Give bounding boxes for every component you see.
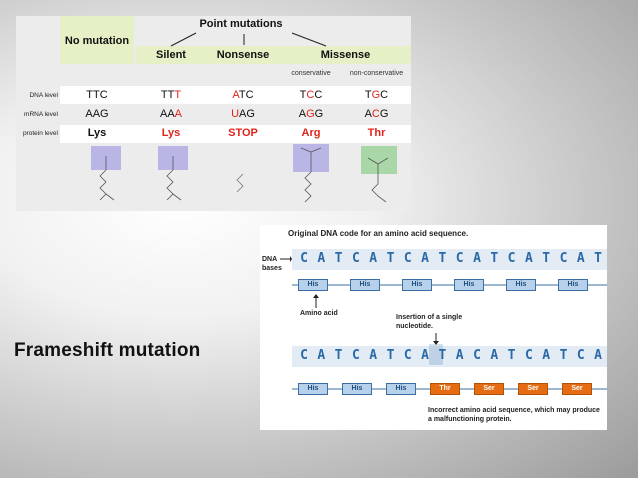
original-dna-base: C bbox=[559, 251, 568, 266]
mutant-dna-base: C bbox=[473, 348, 481, 363]
original-dna-base: A bbox=[576, 251, 585, 266]
original-dna-base: A bbox=[369, 251, 378, 266]
header-connector-lines bbox=[170, 32, 327, 47]
original-dna-base: T bbox=[490, 251, 499, 266]
header-nonsense: Nonsense bbox=[216, 49, 270, 61]
mutant-dna-base: T bbox=[438, 348, 447, 363]
protein-conservative: Arg bbox=[301, 127, 321, 139]
original-dna-base: C bbox=[403, 251, 412, 266]
original-dna-base: A bbox=[473, 251, 481, 266]
original-dna-base: C bbox=[300, 251, 308, 266]
original-dna-base: C bbox=[455, 251, 464, 266]
header-no-mutation: No mutation bbox=[64, 35, 130, 47]
mutant-dna-base: T bbox=[334, 348, 343, 363]
original-dna-base: A bbox=[421, 251, 429, 266]
original-amino-acid: His bbox=[506, 279, 536, 291]
protein-non-conservative: Thr bbox=[367, 127, 386, 139]
mutant-amino-acid: Ser bbox=[474, 383, 504, 395]
dna-silent: TTT bbox=[160, 89, 182, 101]
original-code-title: Original DNA code for an amino acid sequ… bbox=[288, 229, 469, 238]
original-dna-base: T bbox=[594, 251, 602, 266]
mutant-dna-base: C bbox=[524, 348, 533, 363]
protein-nonsense: STOP bbox=[228, 127, 258, 139]
arginine-structure-icon bbox=[293, 144, 329, 203]
mutant-amino-acid: Thr bbox=[430, 383, 460, 395]
mutant-dna-base: T bbox=[386, 348, 395, 363]
original-amino-acid: His bbox=[350, 279, 380, 291]
stop-structure-icon bbox=[236, 173, 244, 193]
dna-conservative: TCC bbox=[299, 89, 323, 101]
mutant-dna-base: A bbox=[369, 348, 378, 363]
protein-silent: Lys bbox=[161, 127, 181, 139]
original-amino-acid: His bbox=[298, 279, 328, 291]
row-band-protein bbox=[60, 125, 411, 143]
original-amino-acid: His bbox=[454, 279, 484, 291]
mrna-no-mutation: AAG bbox=[85, 108, 109, 120]
original-dna-base: T bbox=[334, 251, 343, 266]
row-label-mrna: mRNA level bbox=[24, 111, 58, 118]
dna-bases-label: DNA bases bbox=[262, 256, 282, 272]
mrna-nonsense: UAG bbox=[231, 108, 255, 120]
dna-bases-arrow-icon bbox=[280, 256, 292, 262]
original-dna-base: C bbox=[351, 251, 360, 266]
mutant-dna-base: A bbox=[421, 348, 429, 363]
mutant-dna-base: T bbox=[507, 348, 516, 363]
header-point-mutations: Point mutations bbox=[199, 18, 283, 30]
original-dna-base: C bbox=[507, 251, 516, 266]
mutant-dna-base: A bbox=[455, 348, 464, 363]
insertion-note: Insertion of a single nucleotide. bbox=[396, 314, 463, 330]
original-dna-base: T bbox=[542, 251, 551, 266]
dna-no-mutation: TTC bbox=[86, 89, 108, 101]
row-label-protein: protein level bbox=[22, 130, 58, 137]
mrna-non-conservative: ACG bbox=[364, 108, 389, 120]
mutant-dna-base: T bbox=[559, 348, 568, 363]
row-label-dna: DNA level bbox=[29, 92, 58, 99]
mutant-dna-base: A bbox=[594, 348, 602, 363]
header-non-conservative: non-conservative bbox=[349, 70, 404, 77]
header-no-mutation-bg bbox=[60, 16, 134, 64]
dna-non-conservative: TGC bbox=[364, 89, 389, 101]
header-missense: Missense bbox=[320, 49, 371, 61]
original-amino-acid: His bbox=[402, 279, 432, 291]
mrna-conservative: AGG bbox=[298, 108, 324, 120]
original-dna-base: T bbox=[438, 251, 447, 266]
frameshift-diagram: Original DNA code for an amino acid sequ… bbox=[260, 225, 607, 430]
original-amino-acid: His bbox=[558, 279, 588, 291]
mutant-dna-base: C bbox=[300, 348, 308, 363]
mutant-dna-base: A bbox=[317, 348, 326, 363]
row-band-dna bbox=[60, 86, 411, 104]
insertion-arrow-icon bbox=[433, 333, 439, 345]
mutant-dna-base: C bbox=[351, 348, 360, 363]
mutant-amino-acid: His bbox=[386, 383, 416, 395]
header-columns-bg bbox=[136, 46, 411, 64]
mutant-amino-acid: His bbox=[342, 383, 372, 395]
protein-no-mutation: Lys bbox=[87, 127, 107, 139]
mutant-amino-acid: Ser bbox=[562, 383, 592, 395]
original-dna-base: A bbox=[317, 251, 326, 266]
amino-acid-arrow-icon bbox=[313, 294, 319, 308]
point-mutations-table: No mutation Point mutations Silent Nonse… bbox=[16, 16, 411, 211]
header-silent: Silent bbox=[156, 49, 186, 61]
lysine-structure-icon-silent bbox=[158, 146, 188, 201]
mutant-dna-base: C bbox=[576, 348, 585, 363]
lysine-structure-icon bbox=[91, 146, 121, 201]
mutant-dna-base: A bbox=[490, 348, 499, 363]
original-dna-base: T bbox=[386, 251, 395, 266]
original-aa-track bbox=[292, 284, 607, 286]
mutant-amino-acid: His bbox=[298, 383, 328, 395]
mutant-amino-acid: Ser bbox=[518, 383, 548, 395]
original-dna-base: A bbox=[524, 251, 533, 266]
mutant-dna-base: A bbox=[542, 348, 551, 363]
mutant-dna-base: C bbox=[403, 348, 412, 363]
amino-acid-label: Amino acid bbox=[300, 310, 338, 317]
header-conservative: conservative bbox=[291, 70, 331, 77]
inserted-nucleotide-highlight bbox=[429, 344, 443, 365]
incorrect-sequence-note: Incorrect amino acid sequence, which may… bbox=[428, 407, 600, 423]
mrna-silent: AAA bbox=[159, 108, 183, 120]
threonine-structure-icon bbox=[361, 146, 397, 203]
frameshift-heading: Frameshift mutation bbox=[14, 340, 201, 361]
dna-nonsense: ATC bbox=[232, 89, 254, 101]
